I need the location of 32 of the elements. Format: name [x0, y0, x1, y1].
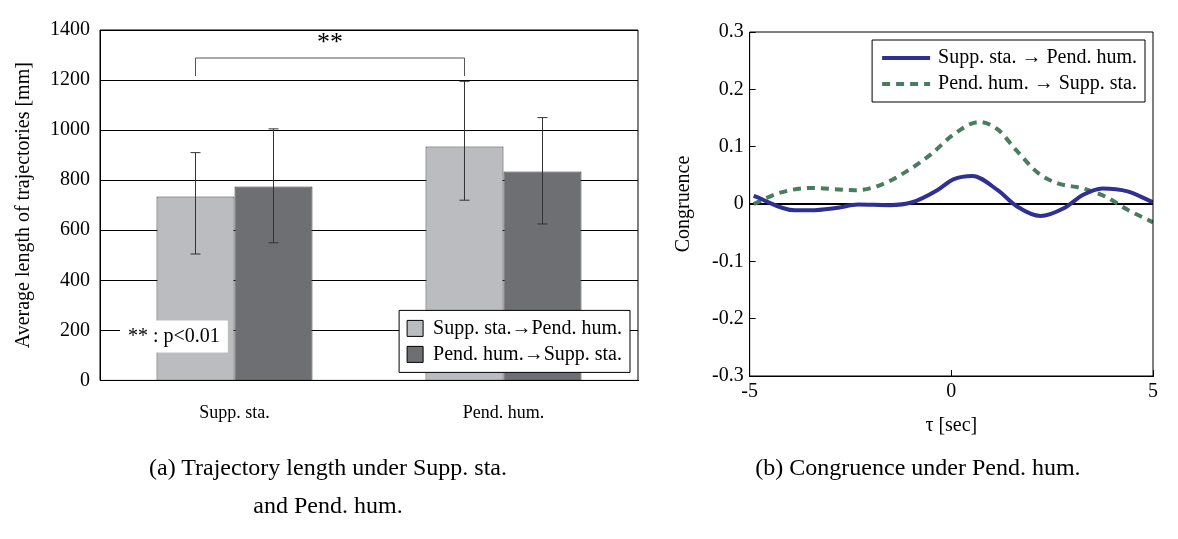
annotation: ** : p<0.01 — [128, 323, 220, 347]
x-tick-label: 0 — [946, 379, 957, 402]
y-tick-label: 400 — [60, 267, 90, 290]
y-tick-label: 1200 — [50, 67, 90, 90]
y-tick-label: 1400 — [50, 17, 90, 40]
y-tick-label: 0 — [733, 191, 744, 214]
y-tick-label: 200 — [60, 317, 90, 340]
y-tick-label: -0.3 — [711, 363, 744, 386]
y-axis-title: Average length of trajectories [mm] — [11, 62, 35, 349]
y-tick-label: 1000 — [50, 117, 90, 140]
line-series — [751, 173, 1153, 219]
legend-label: Supp. sta.→Pend. hum. — [433, 315, 623, 339]
y-tick-label: 600 — [60, 217, 90, 240]
x-tick-label: Supp. sta. — [199, 401, 270, 422]
y-tick-label: -0.2 — [711, 305, 744, 328]
legend-label: Pend. hum.→Supp. sta. — [433, 341, 623, 365]
annotation: ** — [316, 26, 343, 56]
y-tick-label: 0.3 — [718, 19, 744, 42]
line-series — [751, 120, 1153, 225]
y-tick-label: 800 — [60, 167, 90, 190]
text: (b) Congruence under Pend. hum. — [754, 453, 1082, 482]
y-axis-title: Congruence — [671, 155, 695, 253]
x-axis-title: τ [sec] — [925, 413, 978, 436]
legend-label: Supp. sta. → Pend. hum. — [938, 45, 1138, 69]
y-tick-label: 0.2 — [718, 76, 744, 99]
x-tick-label: 5 — [1148, 379, 1158, 402]
legend-label: Pend. hum. → Supp. sta. — [938, 71, 1138, 95]
text: (a) Trajectory length under Supp. sta. and Pend. hum. — [148, 453, 508, 521]
x-tick-label: -5 — [741, 379, 758, 402]
y-tick-label: -0.1 — [711, 248, 744, 271]
x-tick-label: Pend. hum. — [462, 401, 545, 422]
y-tick-label: 0.1 — [718, 133, 744, 156]
